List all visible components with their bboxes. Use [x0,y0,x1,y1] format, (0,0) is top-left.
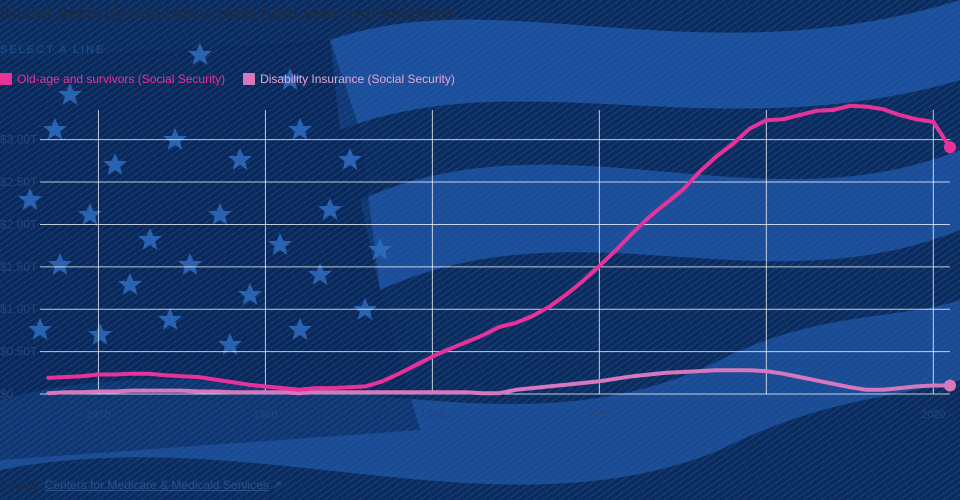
chart-title: Social Security insurance trust fund yea… [0,4,455,23]
series-line-0 [46,103,952,392]
y-tick-label: $2.50T [0,175,38,189]
select-line-label: SELECT A LINE [0,44,106,56]
source-line: Source: Centers for Medicare & Medicaid … [0,478,282,492]
source-link[interactable]: Centers for Medicare & Medicaid Services [44,478,269,492]
series-end-point-0 [944,141,956,154]
series-line-1 [46,368,952,396]
x-tick-label: 1970 [86,409,110,421]
y-tick-label: $0.50T [0,345,38,359]
x-tick-label: 2000 [587,409,611,421]
source-prefix: Source: [0,478,45,492]
y-tick-label: $3.00T [0,133,38,147]
y-tick-label: $2.00T [0,217,38,231]
y-tick-label: $0 [0,387,14,401]
x-tick-label: 2010 [754,409,778,421]
series-end-point-1 [944,379,956,392]
external-link-icon[interactable]: ↗ [272,478,283,492]
y-tick-label: $1.00T [0,302,38,316]
x-tick-label: 2020 [921,409,945,421]
legend-label-disability: Disability Insurance (Social Security) [260,72,455,86]
legend: Old-age and survivors (Social Security) … [0,72,455,86]
legend-swatch-disability [243,73,256,85]
x-tick-label: 1990 [420,409,444,421]
legend-label-old-age: Old-age and survivors (Social Security) [17,72,226,86]
legend-item-disability[interactable]: Disability Insurance (Social Security) [243,72,455,86]
y-tick-label: $1.50T [0,260,38,274]
legend-item-old-age[interactable]: Old-age and survivors (Social Security) [0,72,225,86]
x-tick-label: 1980 [253,409,277,421]
legend-swatch-old-age [0,73,12,85]
line-chart: $0 $0.50T $1.00T $1.50T $2.00T $2.50T $3.00T 19… [0,103,956,421]
